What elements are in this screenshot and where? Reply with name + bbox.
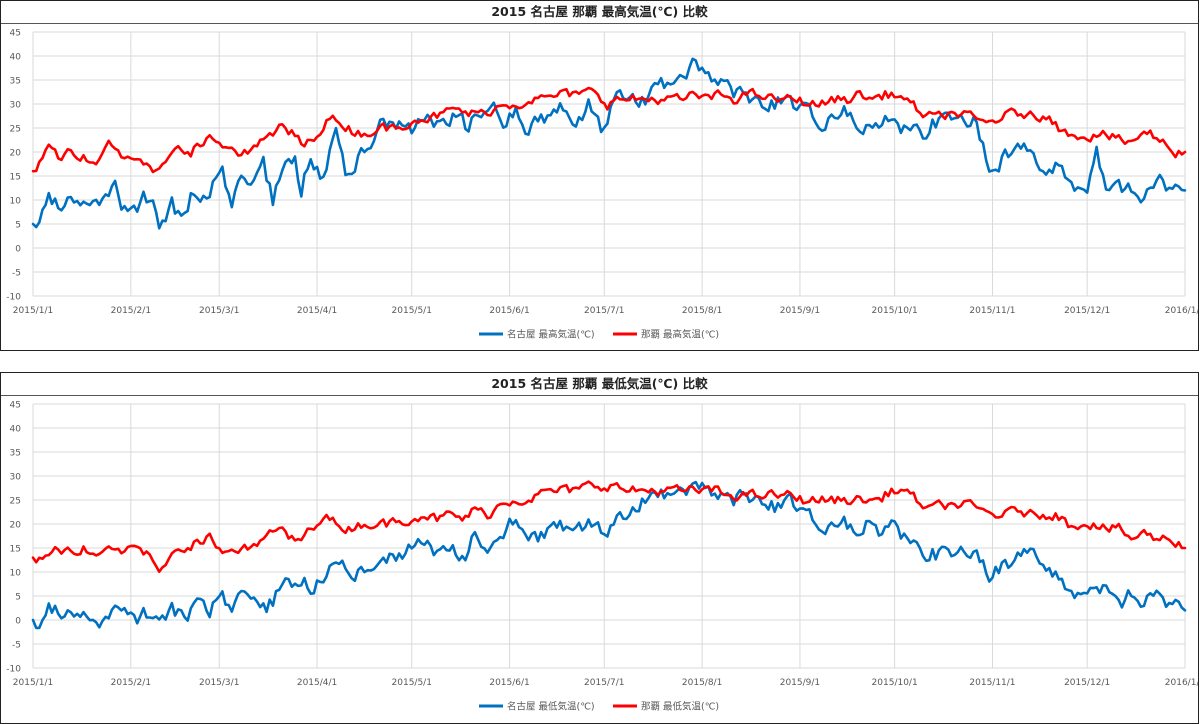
y-tick-label: 10	[10, 569, 22, 579]
x-tick-label: 2015/2/1	[111, 678, 151, 688]
chart-title: 2015 名古屋 那覇 最低気温(℃) 比較	[1, 373, 1198, 396]
legend-label: 名古屋 最低気温(℃)	[507, 701, 595, 713]
x-tick-label: 2016/1/1	[1165, 306, 1198, 316]
y-tick-label: 30	[10, 101, 22, 111]
x-tick-label: 2016/1/1	[1165, 678, 1198, 688]
series-line-nagoya	[31, 57, 1187, 230]
x-tick-label: 2015/2/1	[111, 306, 151, 316]
x-tick-label: 2015/11/1	[969, 306, 1015, 316]
grid	[32, 403, 1186, 669]
y-tick-label: 0	[15, 617, 21, 627]
max-temp-chart-panel: 2015 名古屋 那覇 最高気温(℃) 比較 -10 -5 0 5 10 15 20 25 30…	[0, 0, 1199, 351]
series-line-naha	[31, 480, 1187, 573]
x-tick-label: 2015/9/1	[780, 306, 820, 316]
y-tick-label: 35	[10, 77, 21, 87]
legend-label: 那覇 最高気温(℃)	[641, 329, 719, 341]
x-tick-label: 2015/3/1	[199, 678, 239, 688]
y-tick-label: 35	[10, 449, 21, 459]
y-tick-label: 25	[10, 125, 21, 135]
grid	[32, 31, 1186, 297]
x-tick-label: 2015/12/1	[1064, 306, 1110, 316]
x-tick-label: 2015/9/1	[780, 678, 820, 688]
x-tick-label: 2015/5/1	[392, 306, 432, 316]
chart-title: 2015 名古屋 那覇 最高気温(℃) 比較	[1, 1, 1198, 24]
x-tick-label: 2015/8/1	[682, 678, 722, 688]
x-tick-label: 2015/7/1	[584, 306, 624, 316]
y-tick-label: -5	[12, 641, 21, 651]
y-tick-label: 45	[10, 29, 21, 39]
y-tick-label: 25	[10, 497, 21, 507]
x-tick-label: 2015/3/1	[199, 306, 239, 316]
y-tick-label: 15	[10, 173, 21, 183]
x-tick-label: 2015/10/1	[872, 306, 918, 316]
legend-label: 那覇 最低気温(℃)	[641, 701, 719, 713]
y-tick-label: 15	[10, 545, 21, 555]
x-tick-label: 2015/10/1	[872, 678, 918, 688]
y-tick-label: 5	[15, 221, 21, 231]
min-temp-line-chart: -10 -5 0 5 10 15 20 25 30 35 40 45 2015/1/1 2015/2/1 2…	[6, 401, 1198, 713]
y-tick-label: 20	[10, 149, 22, 159]
y-tick-label: 5	[15, 593, 21, 603]
x-tick-label: 2015/4/1	[297, 678, 337, 688]
y-tick-label: 0	[15, 245, 21, 255]
x-tick-label: 2015/12/1	[1064, 678, 1110, 688]
series-line-nagoya	[31, 480, 1187, 630]
x-tick-label: 2015/6/1	[489, 678, 529, 688]
y-tick-label: 40	[10, 425, 22, 435]
y-tick-label: -10	[6, 665, 21, 675]
legend: 名古屋 最低気温(℃) 那覇 最低気温(℃)	[479, 701, 719, 713]
y-tick-label: -5	[12, 269, 21, 279]
legend: 名古屋 最高気温(℃) 那覇 最高気温(℃)	[479, 329, 719, 341]
legend-label: 名古屋 最高気温(℃)	[507, 329, 595, 341]
y-tick-label: 40	[10, 53, 22, 63]
x-tick-label: 2015/6/1	[489, 306, 529, 316]
min-temp-chart-panel: 2015 名古屋 那覇 最低気温(℃) 比較 -10 -5 0 5 10 15 20 25 30…	[0, 372, 1199, 724]
x-tick-label: 2015/11/1	[969, 678, 1015, 688]
y-tick-label: 30	[10, 473, 22, 483]
max-temp-line-chart: -10 -5 0 5 10 15 20 25 30 35 40 45 2015/1/1 2015/2/1 2…	[6, 29, 1198, 341]
x-tick-label: 2015/1/1	[13, 306, 53, 316]
y-tick-label: 10	[10, 197, 22, 207]
y-tick-label: 45	[10, 401, 21, 411]
x-tick-label: 2015/7/1	[584, 678, 624, 688]
series-line-naha	[31, 86, 1187, 174]
x-tick-label: 2015/4/1	[297, 306, 337, 316]
y-tick-label: 20	[10, 521, 22, 531]
x-tick-label: 2015/5/1	[392, 678, 432, 688]
x-tick-label: 2015/8/1	[682, 306, 722, 316]
y-tick-label: -10	[6, 293, 21, 303]
x-tick-label: 2015/1/1	[13, 678, 53, 688]
